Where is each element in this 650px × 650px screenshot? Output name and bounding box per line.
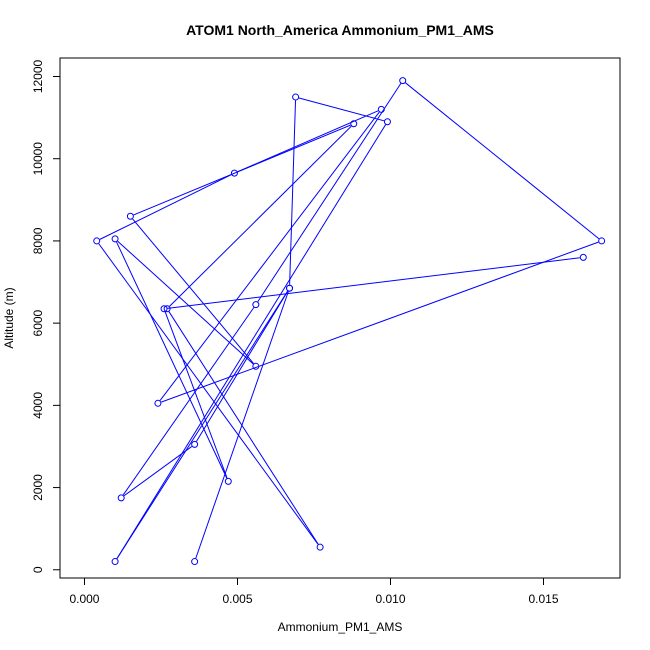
y-tick-label: 6000	[31, 309, 45, 336]
data-point	[383, 118, 391, 126]
series-segment	[98, 243, 319, 545]
series-segment	[117, 240, 254, 365]
series-segment	[168, 311, 319, 545]
series-segment	[164, 311, 228, 479]
series-segment	[133, 124, 351, 216]
series-segment	[405, 82, 600, 240]
data-point	[191, 440, 199, 448]
data-point	[93, 237, 101, 245]
y-tick-label: 0	[31, 566, 45, 573]
data-point	[377, 105, 385, 113]
data-point	[252, 301, 260, 309]
y-axis: 0 2000 4000 6000 8000 10000 12000	[31, 59, 60, 573]
y-tick-label: 2000	[31, 474, 45, 501]
data-point	[292, 93, 300, 101]
series-segment	[169, 125, 352, 307]
data-point	[117, 494, 125, 502]
series-segment	[257, 83, 402, 302]
x-tick-label: 0.010	[375, 592, 405, 606]
y-axis-label: Altitude (m)	[2, 287, 16, 348]
y-tick-label: 12000	[31, 59, 45, 93]
series-segment	[99, 174, 232, 240]
series-segment	[132, 218, 254, 364]
x-tick-label: 0.000	[69, 592, 99, 606]
x-axis: 0.000 0.005 0.010 0.015	[69, 578, 559, 606]
data-point	[111, 235, 119, 243]
series-segment	[159, 111, 380, 401]
data-point	[224, 477, 232, 485]
series-segment	[116, 241, 228, 479]
series-segment	[122, 307, 255, 496]
series-segment	[123, 446, 193, 497]
data-point	[154, 399, 162, 407]
data-point	[160, 305, 168, 313]
y-tick-label: 8000	[31, 227, 45, 254]
data-point	[286, 284, 294, 292]
data-point	[598, 237, 606, 245]
data-point	[579, 253, 587, 261]
data-point	[126, 212, 134, 220]
data-point	[163, 305, 171, 313]
series-segment	[167, 257, 580, 309]
series-segment	[298, 97, 385, 122]
x-axis-label: Ammonium_PM1_AMS	[278, 620, 403, 634]
data-point	[191, 558, 199, 566]
y-tick-label: 10000	[31, 142, 45, 176]
series-layer	[93, 77, 606, 566]
data-point	[111, 558, 119, 566]
plot-frame	[59, 57, 621, 579]
data-point	[316, 543, 324, 551]
series-segment	[161, 241, 599, 403]
x-tick-label: 0.005	[222, 592, 252, 606]
data-point	[252, 362, 260, 370]
data-point	[399, 77, 407, 85]
series-segment	[289, 100, 297, 285]
series-segment	[116, 124, 387, 559]
y-tick-label: 4000	[31, 392, 45, 419]
data-point	[350, 120, 358, 128]
series-segment	[196, 290, 289, 442]
x-tick-label: 0.015	[528, 592, 558, 606]
data-point	[230, 169, 238, 177]
chart-title: ATOM1 North_America Ammonium_PM1_AMS	[186, 22, 494, 38]
